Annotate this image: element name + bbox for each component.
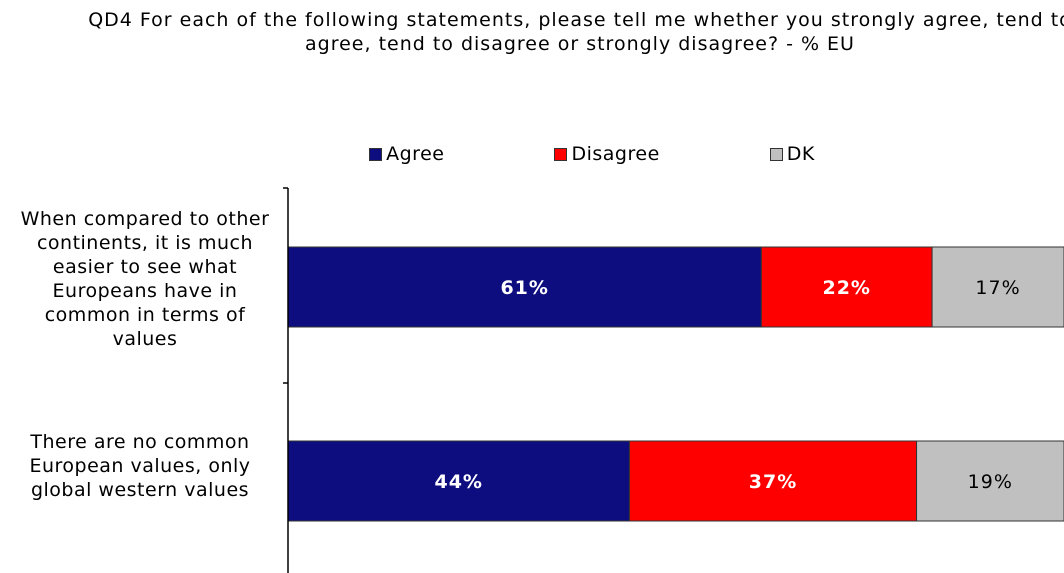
legend-label-agree: Agree xyxy=(386,143,445,165)
legend: Agree Disagree DK xyxy=(0,142,1064,166)
legend-item-dk: DK xyxy=(769,142,815,166)
data-label-agree-1: 61% xyxy=(500,277,548,299)
chart-title: QD4 For each of the following statements… xyxy=(88,9,1064,55)
data-label-dk-1: 17% xyxy=(975,277,1020,299)
category-label-2: There are no common European values, onl… xyxy=(29,431,251,501)
data-label-disagree-2: 37% xyxy=(749,471,797,493)
bar-dk-2 xyxy=(916,440,1064,522)
data-label-disagree-1: 22% xyxy=(822,277,870,299)
category-label-1: When compared to other continents, it is… xyxy=(20,208,270,350)
legend-swatch-dk xyxy=(769,147,783,161)
data-label-agree-2: 44% xyxy=(434,471,482,493)
legend-label-disagree: Disagree xyxy=(571,143,660,165)
legend-swatch-disagree xyxy=(554,147,568,161)
bar-agree-2 xyxy=(287,440,630,522)
legend-item-agree: Agree xyxy=(369,142,444,166)
data-label-dk-2: 19% xyxy=(968,471,1013,493)
legend-swatch-agree xyxy=(369,147,383,161)
legend-item-disagree: Disagree xyxy=(554,142,659,166)
legend-label-dk: DK xyxy=(786,143,815,165)
bar-dk-1 xyxy=(931,246,1064,328)
bar-disagree-1 xyxy=(760,246,933,328)
bar-disagree-2 xyxy=(628,440,918,522)
bar-agree-1 xyxy=(287,246,762,328)
